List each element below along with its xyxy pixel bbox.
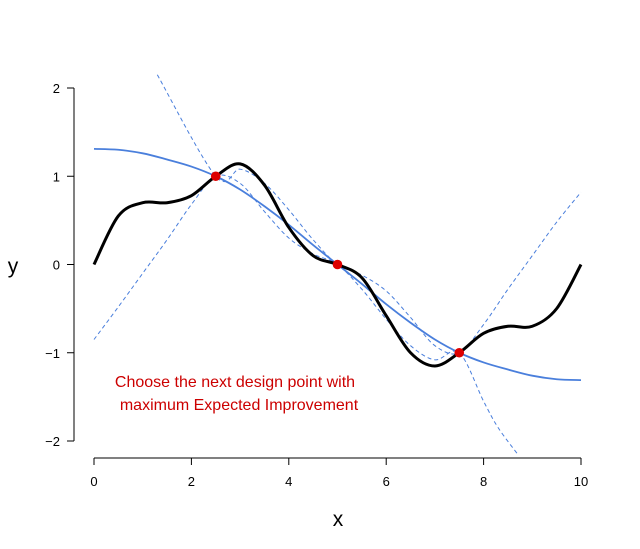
x-tick-label: 4 [285, 474, 292, 489]
y-axis-title: y [8, 255, 19, 278]
axes: 0 2 4 6 8 10 −2 −1 0 1 2 [45, 81, 588, 489]
annotation-line-1: Choose the next design point with [115, 374, 355, 391]
x-tick-label: 10 [574, 474, 588, 489]
design-point [210, 171, 221, 182]
y-tick-label: 1 [53, 169, 60, 184]
design-point [332, 259, 343, 270]
y-tick-label: −1 [45, 346, 60, 361]
x-axis-title: x [333, 508, 344, 531]
x-tick-label: 0 [90, 474, 97, 489]
series-line-dashed-blue-upper [156, 74, 582, 355]
design-point [454, 347, 465, 358]
annotation-line-2: maximum Expected Improvement [120, 397, 359, 414]
y-tick-label: −2 [45, 434, 60, 449]
y-tick-label: 2 [53, 81, 60, 96]
x-tick-label: 2 [188, 474, 195, 489]
annotation: Choose the next design point with maximu… [115, 374, 359, 414]
x-tick-label: 6 [383, 474, 390, 489]
x-tick-label: 8 [480, 474, 487, 489]
design-points [210, 171, 465, 358]
y-tick-label: 0 [53, 258, 60, 273]
